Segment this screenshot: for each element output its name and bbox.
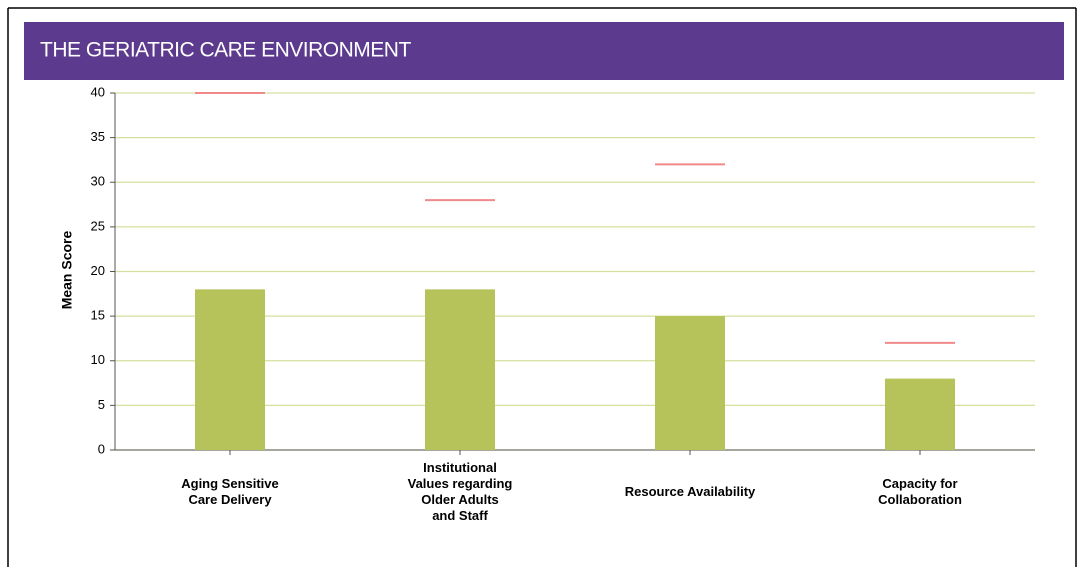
y-tick-label: 10 bbox=[91, 352, 105, 367]
x-tick-label: Institutional Values regarding Older Adult… bbox=[408, 460, 513, 523]
y-tick-label: 40 bbox=[91, 84, 105, 99]
bar bbox=[195, 289, 265, 450]
x-tick-label: Aging Sensitive Care Delivery bbox=[181, 476, 279, 507]
y-tick-label: 25 bbox=[91, 218, 105, 233]
bar bbox=[655, 316, 725, 450]
x-tick-label: Capacity for Collaboration bbox=[878, 476, 962, 507]
header-banner bbox=[24, 22, 1064, 80]
y-tick-label: 35 bbox=[91, 129, 105, 144]
x-tick-label: Resource Availability bbox=[625, 484, 756, 499]
y-tick-label: 20 bbox=[91, 263, 105, 278]
bar bbox=[885, 378, 955, 450]
y-axis-label: Mean Score bbox=[59, 230, 75, 309]
y-tick-label: 30 bbox=[91, 174, 105, 189]
y-tick-label: 15 bbox=[91, 308, 105, 323]
bar bbox=[425, 289, 495, 450]
y-tick-label: 0 bbox=[98, 441, 105, 456]
y-tick-label: 5 bbox=[98, 397, 105, 412]
chart-title: THE GERIATRIC CARE ENVIRONMENT bbox=[40, 39, 411, 62]
